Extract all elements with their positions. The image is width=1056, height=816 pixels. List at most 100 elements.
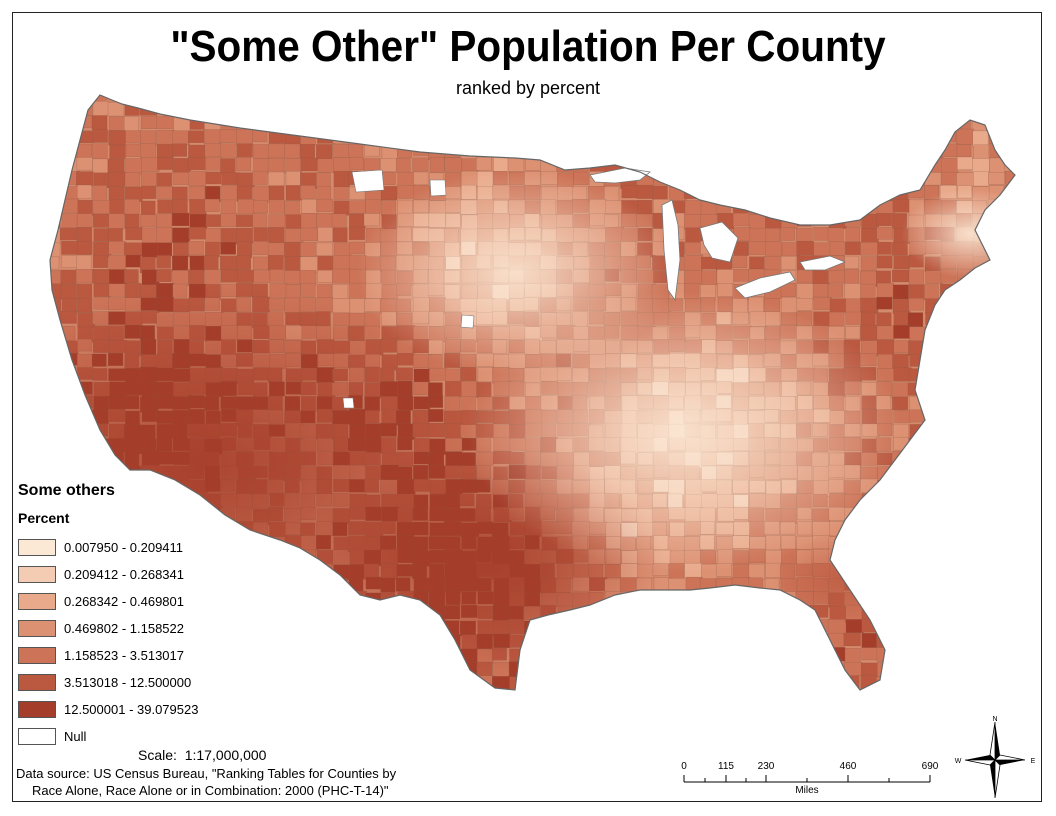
county-cell — [541, 634, 557, 650]
county-cell — [988, 213, 1006, 229]
county-cell — [221, 661, 240, 675]
county-cell — [364, 102, 381, 115]
county-cell — [989, 675, 1007, 690]
county-cell — [316, 648, 334, 663]
county-cell — [988, 326, 1007, 339]
county-cell — [252, 563, 268, 577]
county-cell — [749, 633, 765, 650]
county-cell — [205, 662, 224, 676]
county-cell — [301, 115, 317, 132]
county-cell — [988, 577, 1006, 592]
county-cell — [892, 634, 907, 650]
county-cell — [860, 522, 877, 537]
county-cell — [205, 633, 224, 648]
county-cell — [429, 688, 446, 690]
county-cell — [701, 115, 720, 131]
county-cell — [588, 661, 605, 676]
county-cell — [428, 662, 444, 678]
scalebar-tick-label: 0 — [681, 761, 687, 772]
county-cell — [843, 171, 861, 188]
county-cell — [635, 114, 654, 130]
county-cell — [236, 647, 253, 661]
county-cell — [411, 647, 427, 661]
county-cell — [956, 353, 975, 367]
county-cell — [924, 129, 941, 145]
county-cell — [605, 662, 621, 676]
county-cell — [1005, 592, 1015, 609]
county-cell — [684, 114, 700, 131]
county-cell — [829, 171, 846, 187]
county-cell — [956, 465, 974, 482]
county-cell — [844, 689, 862, 690]
county-cell — [284, 548, 300, 564]
county-cell — [941, 549, 957, 566]
county-cell — [973, 284, 989, 299]
county-cell — [892, 142, 909, 158]
county-cell — [588, 102, 606, 115]
county-cell — [989, 634, 1006, 649]
county-cell — [523, 648, 540, 664]
county-cell — [284, 634, 302, 649]
county-cell — [652, 157, 670, 170]
county-cell — [893, 563, 910, 578]
county-cell — [973, 422, 990, 437]
county-cell — [925, 423, 941, 438]
county-cell — [924, 675, 940, 690]
county-cell — [605, 675, 622, 690]
county-cell — [940, 438, 957, 453]
county-cell — [205, 591, 221, 605]
county-cell — [877, 620, 893, 634]
county-cell — [636, 676, 655, 690]
county-cell — [892, 578, 910, 591]
county-cell — [445, 129, 463, 143]
county-cell — [267, 647, 285, 661]
county-cell — [988, 284, 1007, 301]
county-cell — [749, 605, 767, 621]
county-cell — [316, 689, 334, 690]
county-cell — [50, 410, 62, 423]
county-cell — [300, 578, 318, 592]
county-cell — [796, 675, 813, 690]
county-cell — [924, 550, 942, 567]
county-cell — [541, 675, 558, 690]
county-cell — [716, 592, 732, 607]
county-cell — [620, 648, 637, 661]
county-cell — [956, 633, 975, 649]
county-cell — [1005, 283, 1015, 298]
legend-label: 0.007950 - 0.209411 — [64, 540, 184, 555]
county-cell — [941, 605, 958, 618]
county-cell — [444, 676, 462, 690]
county-cell — [460, 129, 477, 146]
county-cell — [76, 424, 92, 438]
county-cell — [924, 619, 943, 635]
county-cell — [844, 199, 861, 215]
county-cell — [973, 479, 991, 496]
county-cell — [557, 619, 572, 633]
county-cell — [50, 185, 62, 199]
county-cell — [236, 578, 256, 591]
county-cell — [60, 396, 78, 411]
county-cell — [300, 648, 319, 665]
county-cell — [924, 115, 942, 131]
county-cell — [555, 675, 572, 690]
county-cell — [605, 619, 621, 633]
county-cell — [955, 562, 973, 579]
county-cell — [652, 102, 668, 118]
county-cell — [317, 633, 335, 650]
county-cell — [428, 676, 444, 690]
county-cell — [50, 367, 61, 382]
county-cell — [765, 171, 782, 185]
county-cell — [973, 620, 989, 635]
county-cell — [957, 591, 974, 605]
county-cell — [669, 144, 686, 159]
county-cell — [717, 185, 732, 202]
county-cell — [284, 563, 303, 577]
county-cell — [988, 241, 1005, 255]
county-cell — [987, 563, 1003, 576]
county-cell — [908, 156, 923, 173]
county-cell — [252, 536, 271, 554]
county-cell — [171, 102, 188, 118]
data-source: Data source: US Census Bureau, "Ranking … — [16, 765, 396, 799]
county-cell — [844, 563, 860, 579]
county-cell — [50, 325, 61, 341]
